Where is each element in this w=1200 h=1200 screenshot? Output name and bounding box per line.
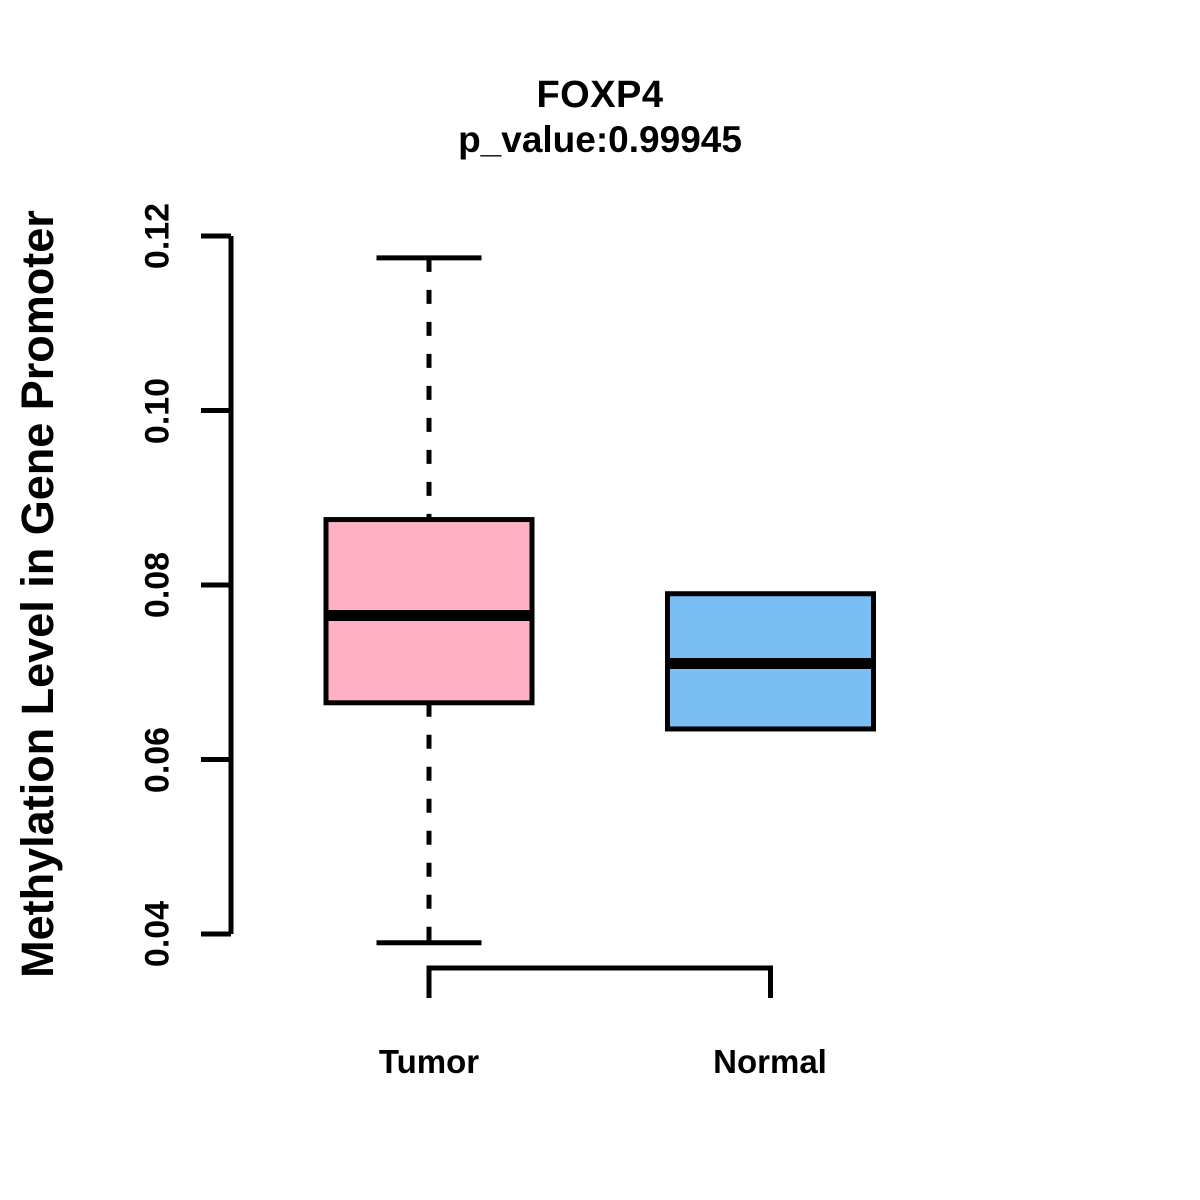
x-tick-label-normal: Normal <box>713 1043 827 1080</box>
y-tick-label: 0.10 <box>138 377 177 444</box>
chart-title: FOXP4 <box>536 74 664 116</box>
y-tick-label: 0.04 <box>138 900 177 968</box>
y-tick-label: 0.08 <box>138 551 177 619</box>
y-tick-label: 0.06 <box>138 726 177 793</box>
x-axis-bracket <box>426 965 773 998</box>
chart-subtitle-pvalue: p_value:0.99945 <box>458 119 742 160</box>
x-tick-label-tumor: Tumor <box>378 1043 480 1080</box>
y-tick-label: 0.12 <box>138 202 177 270</box>
